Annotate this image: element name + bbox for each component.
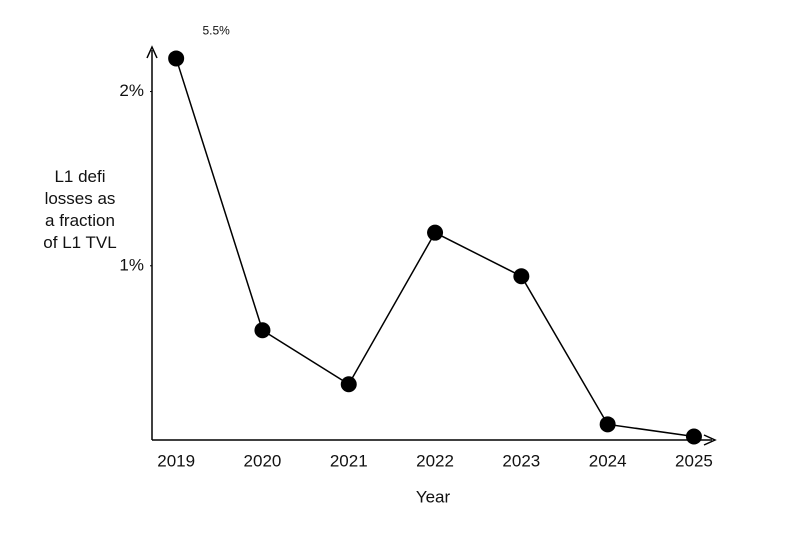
point bbox=[340, 376, 357, 393]
point bbox=[599, 416, 616, 433]
y-axis-label: L1 defi losses as a fraction of L1 TVL bbox=[43, 167, 117, 252]
x-axis-arrow bbox=[703, 434, 717, 446]
x-tick-label: 2023 bbox=[502, 451, 540, 470]
point bbox=[168, 50, 185, 67]
line bbox=[175, 58, 695, 438]
y-tick-label: 2% bbox=[119, 81, 144, 100]
point bbox=[513, 268, 530, 285]
x-tick-label: 2024 bbox=[589, 451, 627, 470]
x-axis-label: Year bbox=[416, 487, 451, 506]
x-tick-label: 2021 bbox=[330, 451, 368, 470]
point bbox=[427, 224, 444, 241]
point bbox=[254, 322, 271, 339]
y-tick-label: 1% bbox=[119, 255, 144, 274]
x-tick-label: 2020 bbox=[244, 451, 282, 470]
x-tick-label: 2019 bbox=[157, 451, 195, 470]
point bbox=[685, 428, 702, 445]
annotation: 5.5% bbox=[202, 24, 230, 38]
y-axis-arrow bbox=[146, 45, 158, 59]
x-tick-label: 2025 bbox=[675, 451, 713, 470]
x-tick-label: 2022 bbox=[416, 451, 454, 470]
